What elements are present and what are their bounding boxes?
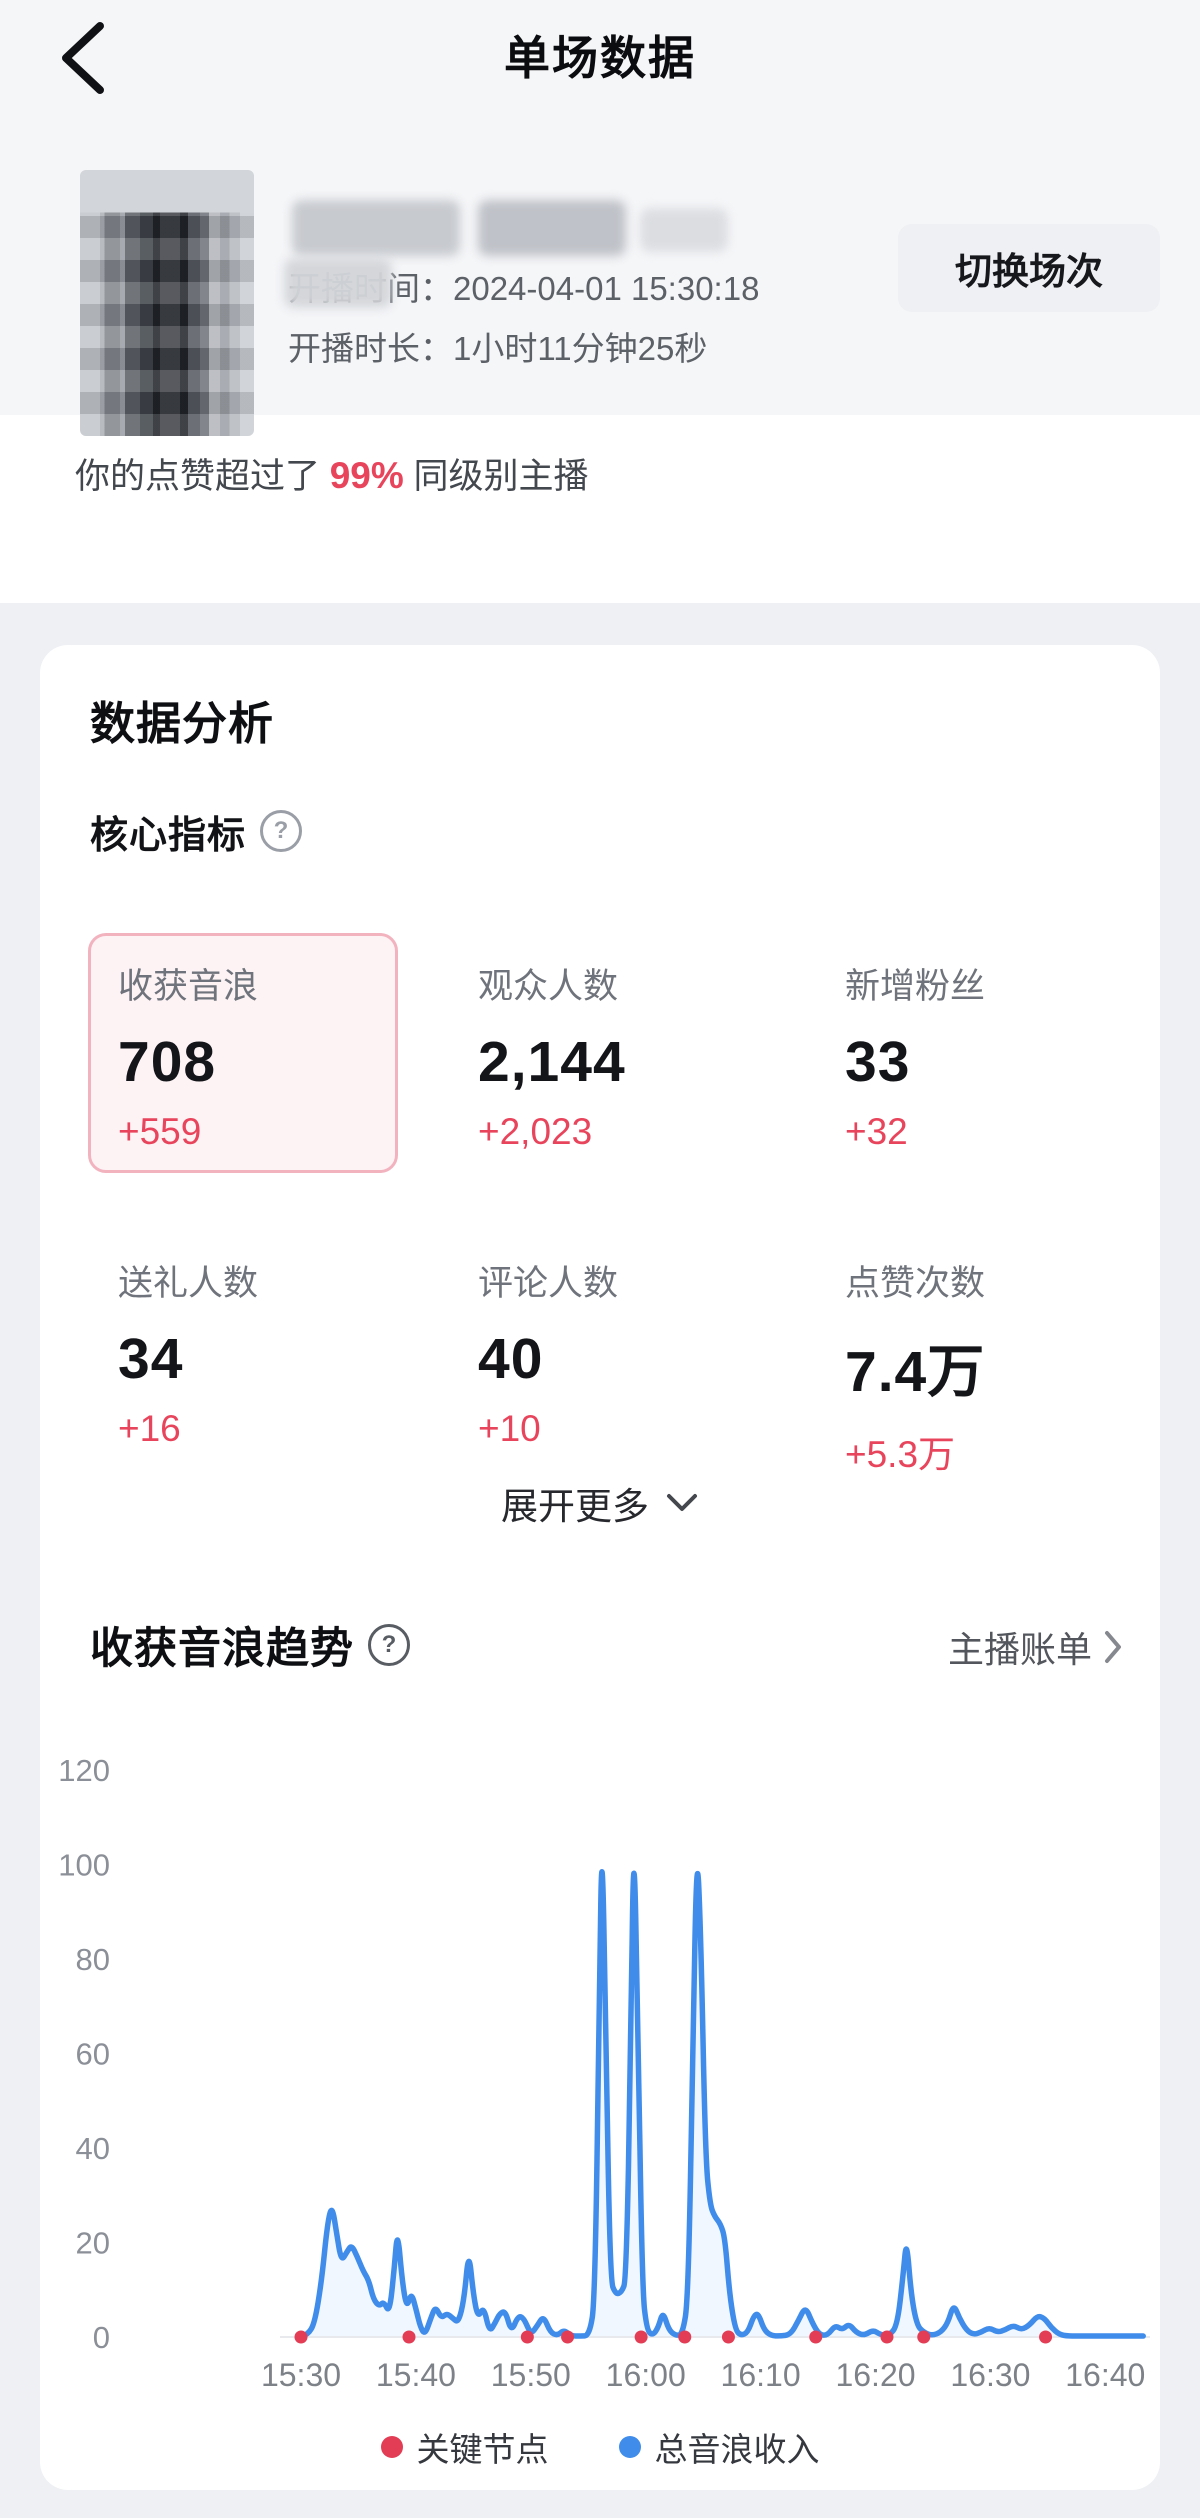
chart-legend: 关键节点 总音浪收入: [40, 2423, 1160, 2471]
metric-cell-xinzengfensi[interactable]: 新增粉丝 33 +32: [845, 958, 1160, 1153]
metric-value: 33: [845, 1030, 911, 1094]
expand-more-label: 展开更多: [501, 1486, 649, 1527]
metric-label: 送礼人数: [118, 1264, 259, 1303]
chevron-down-icon: [667, 1494, 697, 1511]
metric-value: 7.4万: [845, 1340, 986, 1404]
blurred-username-part3: [640, 208, 728, 252]
duration-text: 开播时长：1小时11分钟25秒: [288, 330, 708, 367]
svg-text:60: 60: [76, 2037, 110, 2072]
blurred-label-patch: [284, 258, 392, 308]
expand-more-button[interactable]: 展开更多: [40, 1473, 1160, 1533]
svg-text:120: 120: [58, 1753, 110, 1788]
app-header: 单场数据: [0, 0, 1200, 110]
svg-text:20: 20: [76, 2226, 110, 2261]
rank-banner: 你的点赞超过了 99% 同级别主播: [75, 448, 589, 499]
legend-label: 关键节点: [416, 2431, 549, 2468]
help-icon[interactable]: ?: [260, 810, 303, 852]
metric-cell-guanzhongrenshu[interactable]: 观众人数 2,144 +2,023: [478, 958, 808, 1153]
income-dot-icon: [618, 2436, 641, 2458]
banner-background: [0, 415, 1200, 603]
metric-value: 708: [118, 1030, 217, 1094]
anchor-bill-label: 主播账单: [947, 1629, 1092, 1670]
metric-cell-songlirenshu[interactable]: 送礼人数 34 +16: [118, 1255, 448, 1450]
anchor-bill-link[interactable]: 主播账单: [948, 1623, 1124, 1671]
metric-delta: +2,023: [478, 1111, 593, 1152]
metric-cell-pinglunrenshu[interactable]: 评论人数 40 +10: [478, 1255, 808, 1450]
key-node-dot-icon: [380, 2436, 403, 2458]
metric-delta: +10: [478, 1408, 541, 1449]
svg-text:15:50: 15:50: [491, 2357, 571, 2393]
rank-percent: 99%: [329, 455, 404, 496]
trend-header: 收获音浪趋势 ?: [90, 1617, 410, 1673]
metric-delta: +32: [845, 1111, 908, 1152]
metric-cell-shouhuoyinlang[interactable]: 收获音浪 708 +559: [118, 958, 448, 1153]
svg-text:16:30: 16:30: [950, 2357, 1030, 2393]
trend-chart[interactable]: 0 20 40 60 80 100 120 15:30 15:40 15:50 16:00 16:10…: [40, 1740, 1160, 2420]
metric-cell-dianzancishu[interactable]: 点赞次数 7.4万 +5.3万: [845, 1255, 1160, 1478]
metric-value: 2,144: [478, 1030, 626, 1094]
rank-prefix: 你的点赞超过了: [75, 457, 330, 496]
svg-text:16:10: 16:10: [721, 2357, 801, 2393]
metric-label: 收获音浪: [118, 967, 259, 1006]
svg-text:80: 80: [76, 1942, 110, 1977]
metric-delta: +5.3万: [845, 1434, 956, 1475]
svg-text:15:40: 15:40: [376, 2357, 456, 2393]
trend-chart-svg: 0 20 40 60 80 100 120 15:30 15:40 15:50 16:00 16:10…: [58, 1753, 1150, 2393]
core-metrics-header: 核心指标 ?: [90, 807, 303, 857]
avatar: [80, 170, 254, 436]
svg-text:100: 100: [58, 1848, 110, 1883]
metric-label: 点赞次数: [845, 1264, 986, 1303]
metric-value: 34: [118, 1327, 184, 1391]
selected-metric-outline: [88, 933, 398, 1173]
svg-text:16:00: 16:00: [606, 2357, 686, 2393]
analysis-title: 数据分析: [90, 698, 275, 749]
metric-delta: +559: [118, 1111, 202, 1152]
switch-session-button[interactable]: 切换场次: [898, 224, 1160, 312]
legend-item-total-income: 总音浪收入: [618, 2423, 820, 2471]
back-icon[interactable]: [48, 18, 118, 98]
metric-value: 40: [478, 1327, 544, 1391]
metric-label: 评论人数: [478, 1264, 619, 1303]
metric-label: 观众人数: [478, 967, 619, 1006]
svg-text:16:40: 16:40: [1065, 2357, 1145, 2393]
page-title: 单场数据: [504, 32, 696, 84]
svg-text:15:30: 15:30: [261, 2357, 341, 2393]
metric-delta: +16: [118, 1408, 181, 1449]
core-metrics-title: 核心指标: [90, 814, 247, 857]
blurred-username-part2: [478, 200, 626, 256]
data-analysis-card: 数据分析 核心指标 ? 收获音浪 708 +559 观众人数 2,144 +2,…: [40, 645, 1160, 2490]
chevron-right-icon: [1105, 1631, 1121, 1663]
legend-label: 总音浪收入: [654, 2431, 820, 2468]
svg-text:40: 40: [76, 2131, 110, 2166]
trend-help-icon[interactable]: ?: [368, 1624, 410, 1666]
rank-suffix: 同级别主播: [403, 457, 589, 496]
legend-item-key-nodes: 关键节点: [380, 2423, 549, 2471]
blurred-username: [292, 200, 460, 256]
trend-title: 收获音浪趋势: [90, 1625, 354, 1673]
svg-text:16:20: 16:20: [835, 2357, 915, 2393]
metric-label: 新增粉丝: [845, 967, 986, 1006]
svg-text:0: 0: [93, 2320, 110, 2355]
